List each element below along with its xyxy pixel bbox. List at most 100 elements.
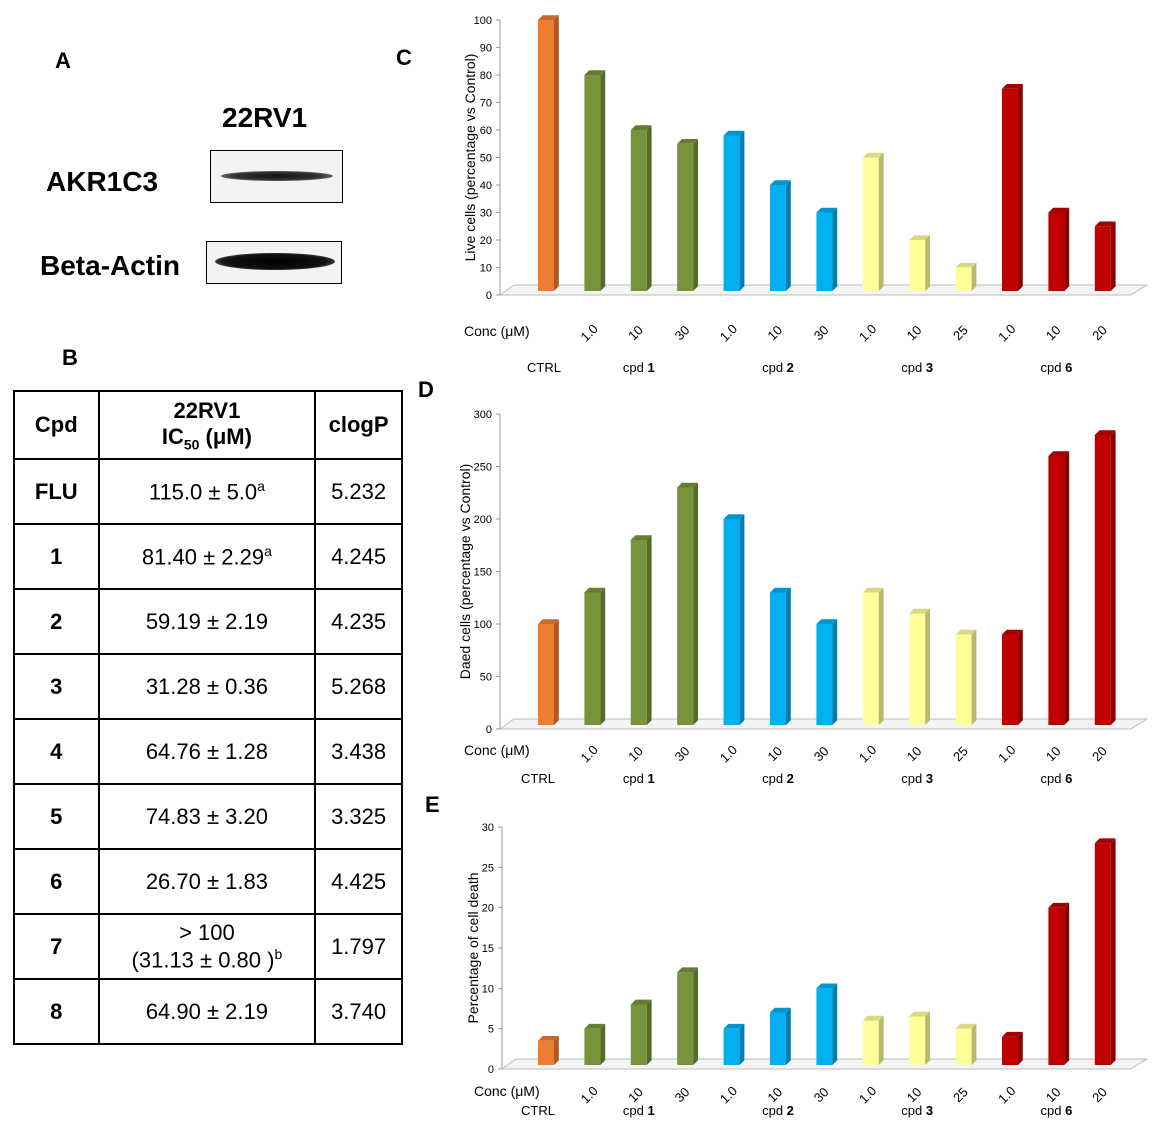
- bar-front: [1048, 212, 1065, 291]
- conc-tick-label: 10: [764, 322, 785, 343]
- header-ic50-cell-line: 22RV1: [173, 397, 241, 423]
- bar-front: [723, 519, 740, 725]
- bar-top: [955, 629, 977, 635]
- conc-tick-label: 30: [811, 322, 832, 343]
- bar-side: [878, 587, 884, 725]
- bar-front: [816, 624, 833, 725]
- ic50-value: 31.28 ± 0.36: [145, 673, 268, 699]
- table-row: 1 81.40 ± 2.29a 4.245: [13, 523, 403, 590]
- group-label-text: cpd: [762, 771, 787, 786]
- bar-top: [1002, 1031, 1023, 1037]
- group-label-text: cpd: [1040, 360, 1065, 375]
- bar: [584, 70, 606, 291]
- y-tick-label: 15: [482, 943, 494, 955]
- bar-side: [1064, 207, 1070, 291]
- bar-front: [770, 592, 786, 725]
- bar-side: [554, 1035, 559, 1065]
- cell-clogp: 5.268: [314, 653, 403, 720]
- bar-top: [770, 587, 791, 593]
- bar-front: [538, 1040, 554, 1065]
- y-tick-label: 10: [480, 263, 492, 275]
- ic50-value: 74.83 ± 3.20: [145, 803, 268, 829]
- cell-ic50: 31.28 ± 0.36: [97, 653, 317, 720]
- cell-cpd: 1: [13, 523, 100, 590]
- bar-front: [1094, 226, 1111, 291]
- panel-d-letter: D: [418, 377, 434, 402]
- bar: [862, 1015, 884, 1065]
- conc-tick-label: 10: [904, 322, 925, 343]
- y-axis-label: Daed cells (percentage vs Control): [457, 464, 473, 680]
- bar: [909, 1011, 930, 1065]
- group-label: cpd 3: [901, 360, 933, 375]
- beta-actin-band: [215, 253, 335, 270]
- bar: [1094, 838, 1116, 1065]
- bar: [816, 983, 838, 1065]
- bar: [816, 619, 838, 725]
- bar: [723, 1023, 745, 1065]
- bar: [677, 967, 698, 1065]
- bar-side: [600, 1023, 606, 1065]
- bar: [770, 1007, 791, 1065]
- cell-clogp: 1.797: [314, 913, 403, 980]
- bar-side: [971, 1023, 977, 1065]
- table-header-row: Cpd 22RV1 IC50 (μM) clogP: [13, 390, 403, 460]
- group-label-number: 1: [647, 771, 654, 786]
- bar-side: [832, 983, 838, 1065]
- bar-side: [739, 514, 745, 725]
- bar-side: [1064, 902, 1070, 1065]
- beta-actin-blot: [206, 241, 342, 284]
- conc-tick-label: 30: [811, 743, 832, 764]
- ic50-value: 115.0 ± 5.0: [148, 479, 258, 505]
- akr1c3-band: [221, 171, 333, 181]
- y-tick-label: 150: [474, 567, 492, 579]
- bar-top: [538, 1035, 559, 1041]
- group-label-number: 2: [787, 771, 794, 786]
- conc-tick-label: 1.0: [856, 1083, 879, 1106]
- conc-tick-label: 25: [950, 322, 971, 343]
- ic50-value: 59.19 ± 2.19: [145, 608, 268, 634]
- bar-front: [816, 212, 833, 291]
- bar-top: [816, 619, 838, 624]
- table-row: FLU 115.0 ± 5.0a 5.232: [13, 458, 403, 525]
- ic50-value: 64.90 ± 2.19: [145, 998, 268, 1024]
- bar-front: [677, 143, 694, 291]
- bar-top: [770, 180, 791, 185]
- footnote-mark: a: [264, 542, 272, 559]
- bar: [538, 15, 559, 291]
- bar-front: [677, 972, 694, 1065]
- bar-top: [1048, 451, 1070, 456]
- conc-tick-label: 30: [672, 743, 693, 764]
- table-row: 4 64.76 ± 1.28 3.438: [13, 718, 403, 785]
- y-tick-label: 40: [480, 180, 492, 192]
- group-label-text: cpd: [1040, 1103, 1065, 1118]
- bar-side: [1018, 1031, 1023, 1065]
- y-tick-label: 300: [474, 409, 492, 421]
- cell-cpd: 7: [13, 913, 100, 980]
- bar-top: [770, 1007, 791, 1013]
- bar-side: [646, 535, 652, 725]
- y-tick-label: 50: [480, 153, 492, 165]
- bar: [1002, 1031, 1023, 1065]
- bar-top: [1094, 838, 1116, 844]
- conc-axis-label: Conc (μM): [464, 742, 530, 758]
- conc-axis-label: Conc (μM): [464, 323, 530, 339]
- bar: [909, 608, 930, 725]
- bar-top: [862, 587, 884, 593]
- bar-front: [538, 20, 554, 291]
- bar-side: [739, 130, 745, 291]
- bar: [955, 262, 977, 291]
- bar-top: [816, 983, 838, 989]
- footnote-mark: b: [274, 946, 283, 963]
- conc-tick-label: 1.0: [578, 1083, 601, 1106]
- bar-top: [1048, 902, 1070, 908]
- bar-front: [909, 240, 926, 291]
- table-row: 2 59.19 ± 2.19 4.235: [13, 588, 403, 655]
- bar-front: [723, 135, 740, 291]
- bar-side: [786, 587, 791, 725]
- group-label-text: CTRL: [527, 360, 561, 375]
- bar-top: [723, 514, 745, 519]
- bar: [955, 629, 977, 725]
- panel-e-letter: E: [425, 792, 440, 817]
- bar-front: [1002, 88, 1018, 291]
- conc-tick-label: 1.0: [856, 321, 879, 344]
